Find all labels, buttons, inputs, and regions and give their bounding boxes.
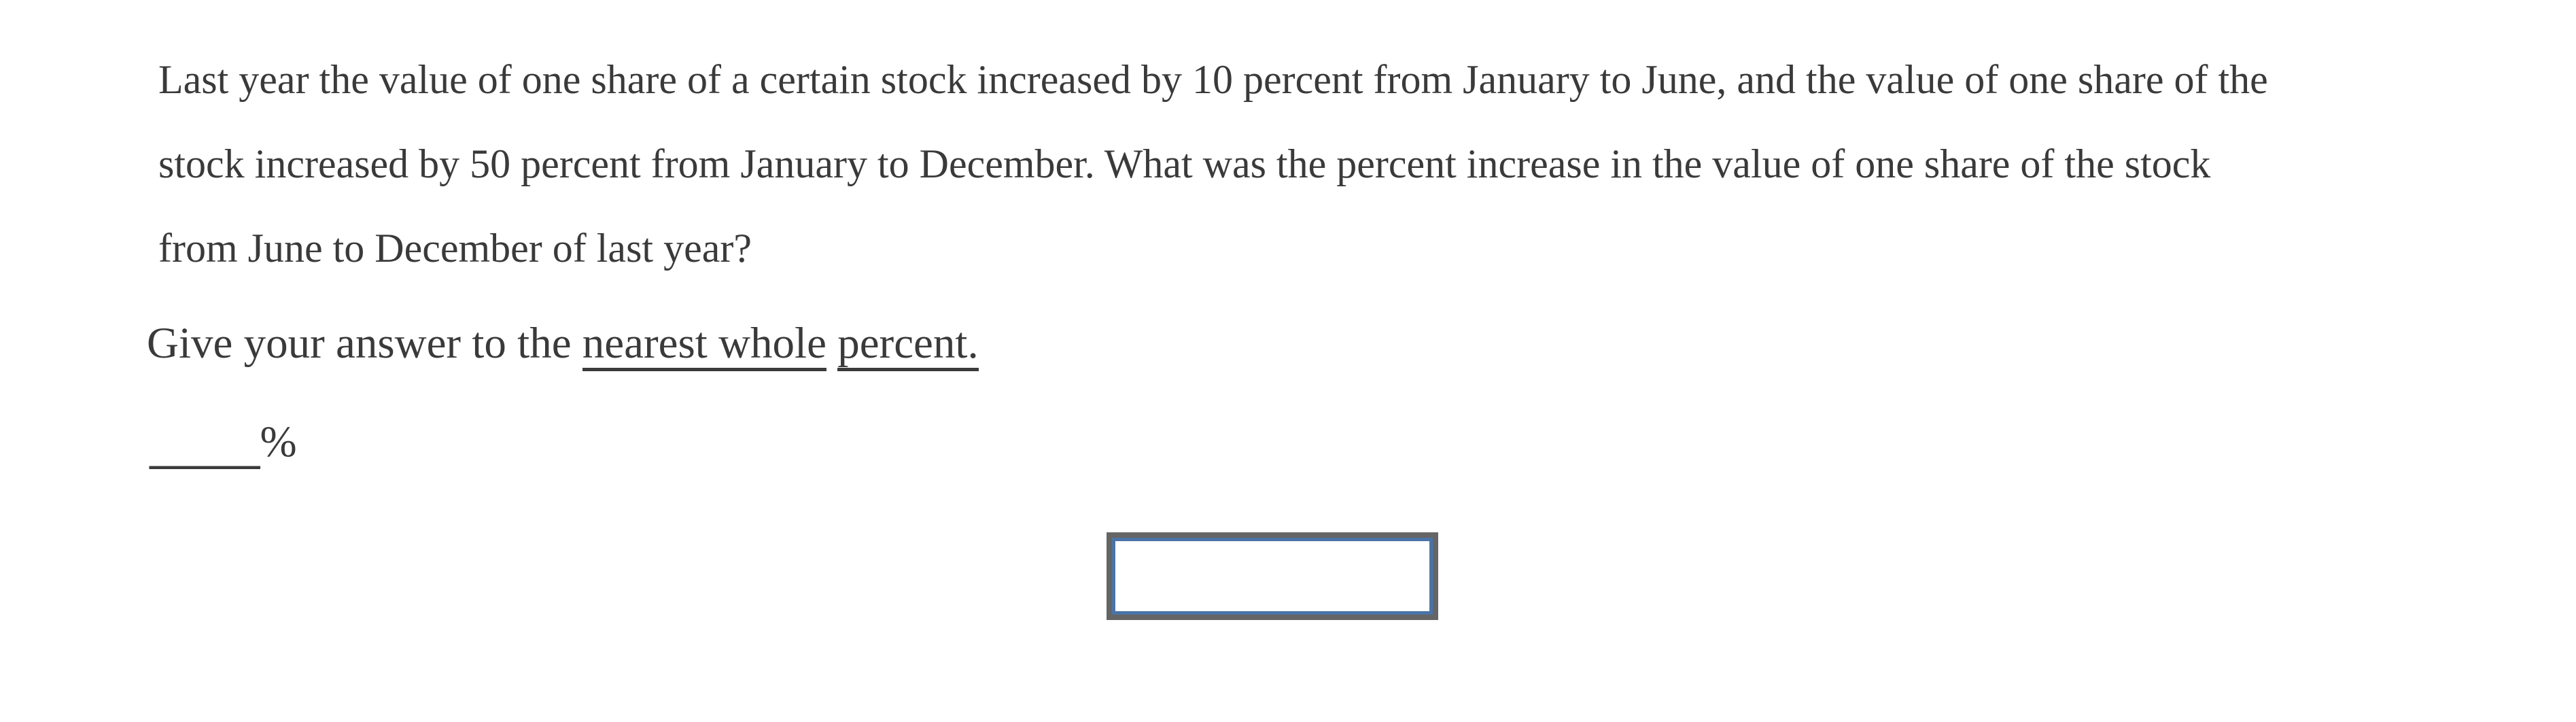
question-line: Last year the value of one share of a ce…	[158, 57, 2268, 102]
instruction-underlined-text: percent.	[837, 319, 979, 371]
question-line: stock increased by 50 percent from Janua…	[158, 141, 2211, 186]
instruction-underlined-text: nearest whole	[582, 319, 826, 371]
question-line: from June to December of last year?	[158, 226, 752, 271]
answer-format-instruction: Give your answer to the nearest whole pe…	[147, 318, 979, 371]
instruction-prefix: Give your answer to the	[147, 319, 582, 368]
answer-blank: _____	[150, 424, 260, 473]
question-text: Last year the value of one share of a ce…	[158, 37, 2268, 290]
answer-blank-line: _____%	[150, 417, 297, 473]
percent-sign: %	[260, 417, 297, 466]
answer-input[interactable]	[1112, 538, 1433, 615]
answer-input-box	[1107, 532, 1438, 620]
